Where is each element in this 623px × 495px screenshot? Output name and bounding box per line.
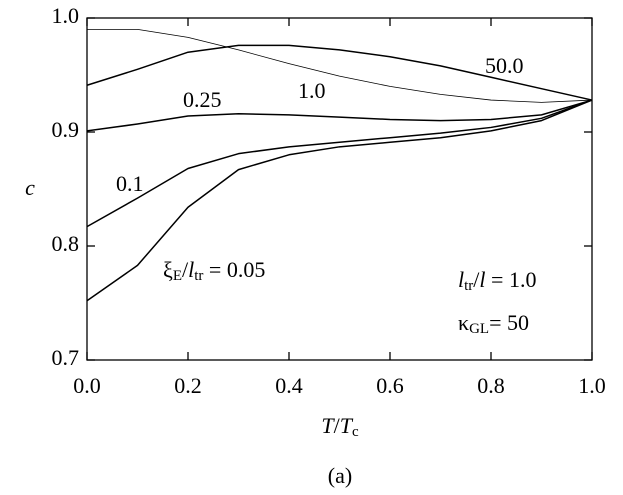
series-line bbox=[86, 44, 593, 101]
x-tick-label: 0.6 bbox=[376, 373, 404, 398]
x-tick-label: 0.0 bbox=[73, 373, 101, 398]
text-part: tr bbox=[464, 278, 473, 294]
plot-frame bbox=[86, 17, 593, 361]
text-part: / bbox=[473, 267, 480, 292]
text-part: c bbox=[352, 424, 359, 440]
y-tick-label: 1.0 bbox=[52, 3, 80, 28]
text-part: κ bbox=[458, 310, 469, 335]
series-line bbox=[86, 99, 593, 302]
text-part: = 1.0 bbox=[486, 267, 537, 292]
text-part: GL bbox=[469, 321, 489, 337]
x-axis-label: T/Tc bbox=[321, 413, 359, 440]
series-line bbox=[87, 29, 593, 103]
text-part: = 0.05 bbox=[203, 257, 265, 282]
series-label: ξE/ltr = 0.05 bbox=[163, 257, 265, 284]
text-part: l bbox=[188, 257, 194, 282]
caption: (a) bbox=[328, 463, 352, 488]
text-part: tr bbox=[194, 268, 203, 284]
text-part: / bbox=[334, 413, 341, 438]
text-part: 1.0 bbox=[298, 78, 326, 103]
y-tick-label: 0.7 bbox=[52, 345, 80, 370]
series-line bbox=[86, 99, 593, 132]
x-tick-label: 0.2 bbox=[174, 373, 202, 398]
text-part: E bbox=[173, 268, 182, 284]
series-label: 0.25 bbox=[183, 87, 222, 112]
text-part: / bbox=[182, 257, 189, 282]
text-part: 0.25 bbox=[183, 87, 222, 112]
x-tick-label: 0.4 bbox=[275, 373, 303, 398]
series-label: 1.0 bbox=[298, 78, 326, 103]
x-tick-label: 0.8 bbox=[477, 373, 505, 398]
series-label: 50.0 bbox=[485, 53, 524, 78]
text-part: 0.1 bbox=[116, 171, 144, 196]
text-part: T bbox=[340, 413, 354, 438]
text-part: 50.0 bbox=[485, 53, 524, 78]
y-axis-label: c bbox=[25, 175, 35, 200]
x-tick-label: 1.0 bbox=[578, 373, 606, 398]
y-tick-label: 0.9 bbox=[52, 117, 80, 142]
text-part: c bbox=[25, 175, 35, 200]
annotation: ltr/l = 1.0 bbox=[458, 267, 536, 294]
text-part: ξ bbox=[163, 257, 173, 282]
text-part: = 50 bbox=[489, 310, 529, 335]
text-part: l bbox=[458, 267, 464, 292]
annotation: κGL= 50 bbox=[458, 310, 529, 337]
text-part: T bbox=[321, 413, 335, 438]
y-tick-label: 0.8 bbox=[52, 231, 80, 256]
text-part: l bbox=[479, 267, 485, 292]
series-label: 0.1 bbox=[116, 171, 144, 196]
series-line bbox=[86, 99, 593, 228]
